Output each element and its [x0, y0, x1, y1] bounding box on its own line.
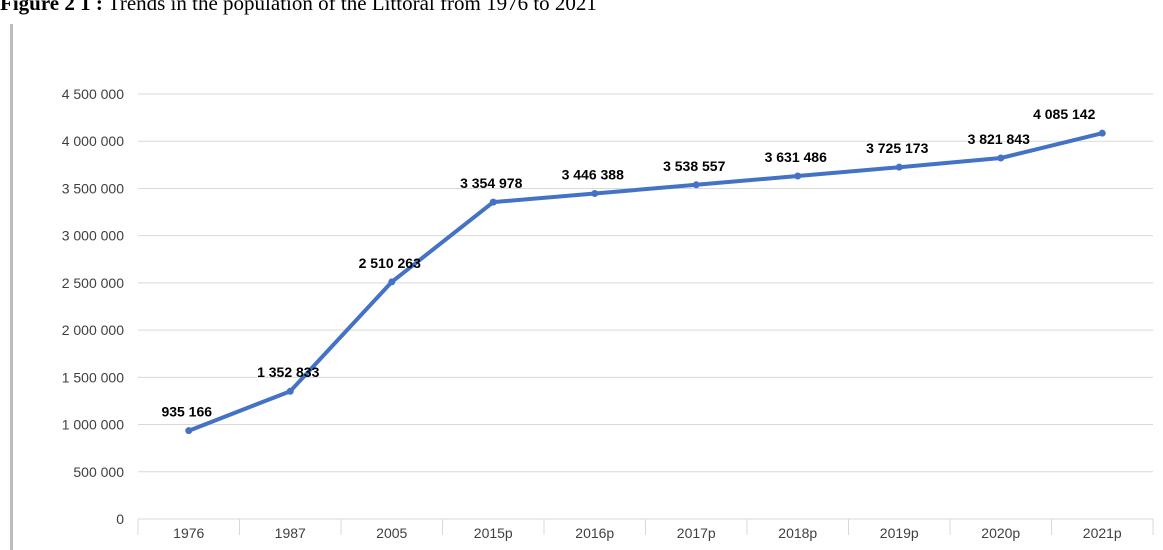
data-point [185, 427, 193, 435]
data-label: 3 354 978 [460, 175, 522, 191]
population-line-chart: 0 500 000 1 000 000 1 500 000 2 000 000 2 500… [62, 86, 1154, 541]
data-point [997, 154, 1005, 162]
x-tick-label: 2015p [474, 525, 513, 541]
data-label: 3 725 173 [866, 140, 928, 156]
x-tick-label: 2018p [778, 525, 817, 541]
data-point [591, 190, 599, 198]
data-label: 3 446 388 [562, 167, 624, 183]
figure-caption-text: Trends in the population of the Littoral… [107, 0, 597, 15]
x-tick-label: 2005 [376, 525, 407, 541]
gridlines [137, 93, 1154, 535]
x-tick-label: 2021p [1083, 525, 1122, 541]
y-tick-label: 2 000 000 [62, 322, 124, 338]
data-point [286, 387, 294, 395]
x-axis-tick-labels: 1976 1987 2005 2015p 2016p 2017p 2018p 2019p 202… [173, 525, 1122, 541]
series-line [186, 131, 1105, 433]
y-tick-label: 3 000 000 [62, 228, 124, 244]
data-label: 2 510 263 [359, 255, 421, 271]
data-label: 935 166 [161, 404, 212, 420]
data-label: 3 631 486 [765, 149, 827, 165]
data-point [692, 181, 700, 189]
y-tick-label: 2 500 000 [62, 275, 124, 291]
data-labels: 935 166 1 352 833 2 510 263 3 354 978 3 446 … [161, 106, 1095, 419]
figure-caption: Figure 2 1 : Trends in the population of… [0, 0, 1163, 15]
series-layer [185, 129, 1106, 435]
chart-frame: 0 500 000 1 000 000 1 500 000 2 000 000 2 500… [10, 24, 1163, 550]
x-tick-label: 1976 [173, 525, 204, 541]
x-tick-label: 1987 [275, 525, 306, 541]
y-tick-label: 4 500 000 [62, 86, 124, 102]
data-label: 3 538 557 [663, 158, 725, 174]
data-point [794, 172, 802, 180]
data-point [1098, 129, 1106, 137]
x-tick-label: 2020p [981, 525, 1020, 541]
y-tick-label: 4 000 000 [62, 133, 124, 149]
y-tick-label: 1 500 000 [62, 369, 124, 385]
x-tick-label: 2019p [880, 525, 919, 541]
data-label: 4 085 142 [1033, 106, 1095, 122]
data-point [895, 163, 903, 171]
data-point [388, 278, 396, 286]
chart-frame-left-border [10, 24, 13, 550]
data-label: 1 352 833 [257, 364, 319, 380]
x-tick-label: 2016p [575, 525, 614, 541]
y-axis-tick-labels: 0 500 000 1 000 000 1 500 000 2 000 000 2 500… [62, 86, 125, 527]
y-tick-label: 1 000 000 [62, 417, 124, 433]
figure-caption-label: Figure 2 1 : [0, 0, 103, 15]
x-tick-label: 2017p [677, 525, 716, 541]
data-point [489, 198, 497, 206]
y-tick-label: 0 [116, 511, 124, 527]
y-tick-label: 500 000 [73, 464, 124, 480]
y-tick-label: 3 500 000 [62, 180, 124, 196]
data-label: 3 821 843 [968, 131, 1030, 147]
